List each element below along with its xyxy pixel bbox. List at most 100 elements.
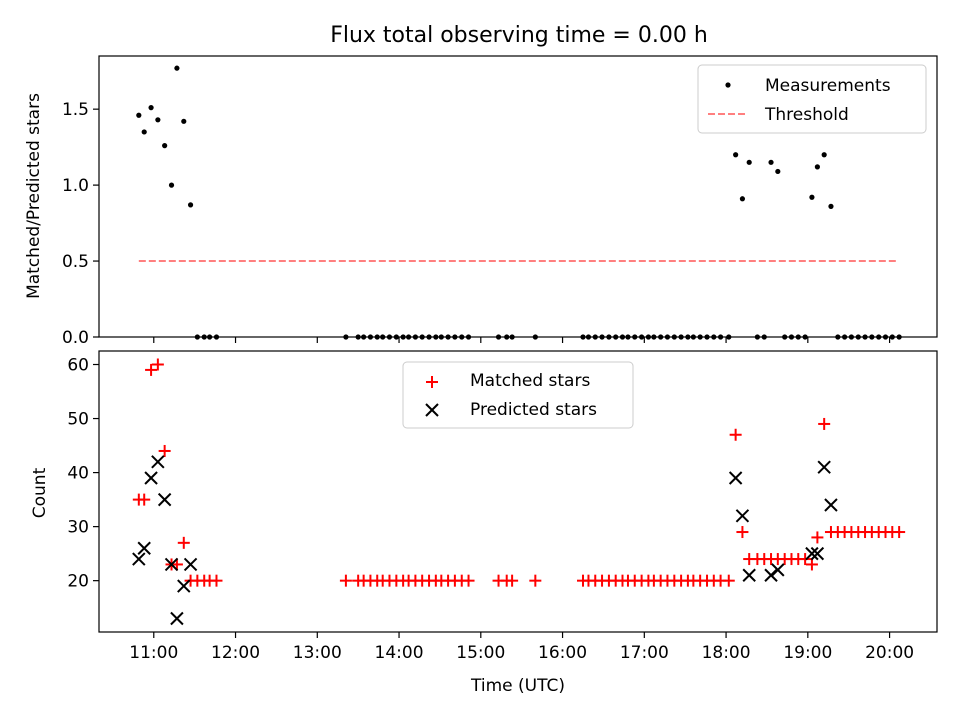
matched-stars-point: [799, 553, 812, 566]
measurement-point: [174, 65, 180, 71]
measurement-point: [141, 129, 147, 135]
predicted-stars-point: [735, 509, 750, 523]
measurement-point: [136, 112, 142, 118]
measurement-point: [168, 182, 175, 188]
matched-stars-point: [138, 493, 151, 506]
predicted-stars-point: [742, 568, 756, 582]
matched-stars-point: [729, 428, 742, 441]
legend-matched-marker: [426, 376, 438, 388]
matched-stars-point: [210, 574, 223, 587]
matched-stars-point: [818, 417, 831, 430]
flux-ratio-ylabel: Matched/Predicted stars: [24, 93, 44, 299]
measurement-point: [739, 196, 746, 202]
measurement-point: [828, 203, 834, 209]
count-legend-box: [402, 361, 634, 429]
matched-stars-point: [145, 363, 158, 376]
count-xtick-label: 15:00: [456, 643, 505, 663]
count-legend: Matched stars Predicted stars: [402, 361, 634, 429]
count-ytick-label: 30: [67, 518, 89, 538]
x-stroke-b: [771, 563, 785, 577]
flux-ratio-ytick-label: 1.5: [62, 100, 89, 120]
predicted-stars-point: [805, 546, 819, 561]
count-xtick-label: 12:00: [211, 643, 260, 663]
count-ytick-label: 40: [67, 464, 89, 484]
predicted-stars-point: [164, 557, 179, 572]
predicted-stars-point: [137, 541, 151, 555]
matched-stars-point: [736, 526, 749, 539]
legend-predicted-marker: [425, 403, 439, 417]
predicted-stars-point: [728, 471, 743, 485]
flux-ratio-legend-box: [697, 64, 927, 134]
flux-ratio-panel: 0.0 0.5 1.0 1.5 Matched/Predicted stars Mea…: [24, 55, 938, 348]
x-stroke-b: [164, 557, 179, 572]
flux-ratio-marks: [136, 65, 902, 340]
predicted-stars-point: [810, 546, 825, 561]
x-stroke-b: [132, 552, 146, 566]
measurement-point: [746, 159, 752, 165]
count-xtick-label: 20:00: [865, 643, 914, 663]
predicted-stars-point: [132, 552, 146, 566]
x-stroke-b: [144, 471, 158, 485]
flux-ratio-axes-frame: [98, 55, 938, 338]
measurement-point: [809, 194, 815, 200]
count-marks: [132, 358, 906, 626]
legend-measurements-marker: [725, 82, 731, 88]
x-stroke-b: [810, 546, 825, 561]
matched-stars-point: [805, 558, 818, 571]
predicted-stars-point: [177, 579, 191, 593]
x-stroke-b: [157, 492, 172, 507]
measurement-point: [821, 152, 827, 158]
count-xlabel: Time (UTC): [470, 676, 565, 696]
legend-matched-label: Matched stars: [470, 371, 590, 391]
predicted-stars-point: [151, 455, 165, 469]
legend-threshold-label: Threshold: [764, 105, 849, 125]
x-stroke-b: [805, 546, 819, 561]
legend-measurements-label: Measurements: [765, 76, 891, 96]
predicted-stars-point: [771, 563, 785, 577]
measurement-point: [768, 159, 774, 165]
count-xtick-label: 16:00: [538, 643, 587, 663]
matched-stars-point: [893, 526, 906, 539]
x-stroke-b: [183, 557, 198, 572]
count-ticks: 11:00 12:00 13:00 14:00 15:00 16:00 17:00 18:00…: [67, 356, 914, 663]
count-axes-frame: [98, 350, 938, 633]
predicted-stars-point: [157, 492, 172, 507]
flux-ratio-ticks: 0.0 0.5 1.0 1.5: [62, 100, 891, 348]
count-xtick-label: 19:00: [783, 643, 832, 663]
count-panel: 11:00 12:00 13:00 14:00 15:00 16:00 17:00 18:00…: [30, 350, 938, 696]
matched-stars-point: [506, 574, 519, 587]
x-stroke-b: [137, 541, 151, 555]
count-ytick-label: 20: [67, 572, 89, 592]
count-ylabel: Count: [30, 467, 50, 518]
predicted-stars-point: [824, 498, 838, 512]
matched-stars-point: [151, 358, 164, 371]
count-ytick-label: 60: [67, 356, 89, 376]
count-xtick-label: 11:00: [129, 643, 178, 663]
predicted-stars-point: [817, 460, 831, 474]
chart-title: Flux total observing time = 0.00 h: [330, 23, 708, 48]
count-ytick-label: 50: [67, 410, 89, 430]
count-xtick-label: 13:00: [293, 643, 342, 663]
matched-stars-point: [339, 574, 352, 587]
x-stroke-b: [817, 460, 831, 474]
measurement-point: [187, 202, 194, 208]
measurement-point: [162, 143, 168, 149]
flux-ratio-ytick-label: 0.5: [62, 252, 89, 272]
count-xtick-label: 17:00: [620, 643, 669, 663]
matched-stars-point: [529, 574, 542, 587]
x-stroke-b: [170, 611, 184, 626]
x-stroke-b: [177, 579, 191, 593]
count-xtick-label: 14:00: [375, 643, 424, 663]
matched-stars-point: [158, 444, 171, 457]
legend-predicted-label: Predicted stars: [470, 400, 597, 420]
matched-stars-point: [177, 536, 190, 549]
count-xtick-label: 18:00: [702, 643, 751, 663]
x-stroke-b: [824, 498, 838, 512]
measurement-point: [733, 152, 739, 158]
x-stroke-b: [151, 455, 165, 469]
measurement-point: [814, 164, 820, 170]
flux-ratio-ytick-label: 1.0: [62, 176, 89, 196]
matched-stars-point: [722, 574, 735, 587]
matched-stars-point: [462, 574, 475, 587]
